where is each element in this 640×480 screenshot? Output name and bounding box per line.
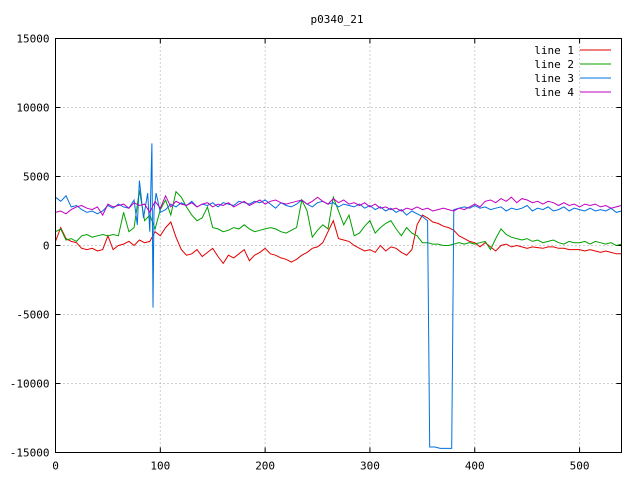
y-tick-label: -5000 — [16, 309, 49, 322]
y-tick-label: 10000 — [16, 102, 49, 115]
legend-label-1: line 1 — [534, 44, 574, 57]
plot-frame — [55, 38, 622, 453]
chart-title: p0340_21 — [311, 13, 364, 26]
series-line-1 — [55, 214, 622, 265]
x-tick-label: 400 — [465, 460, 485, 473]
series-line-3 — [55, 143, 622, 449]
axis-ticks: 0 100 200 300 400 500 -15000 -10000 -5000 0 5000 10… — [10, 33, 622, 473]
y-tick-label: 5000 — [23, 171, 50, 184]
x-tick-label: 500 — [570, 460, 590, 473]
x-tick-label: 300 — [360, 460, 380, 473]
y-tick-label: -15000 — [10, 447, 50, 460]
x-tick-label: 100 — [150, 460, 170, 473]
series-line-4 — [55, 194, 622, 217]
y-tick-label: 0 — [43, 240, 50, 253]
x-tick-label: 0 — [52, 460, 59, 473]
x-tick-label: 200 — [255, 460, 275, 473]
y-tick-label: -10000 — [10, 378, 50, 391]
legend-label-3: line 3 — [534, 72, 574, 85]
grid — [55, 38, 622, 453]
legend-label-4: line 4 — [534, 86, 574, 99]
legend-label-2: line 2 — [534, 58, 574, 71]
series-lines — [55, 143, 622, 449]
y-tick-label: 15000 — [16, 33, 49, 46]
